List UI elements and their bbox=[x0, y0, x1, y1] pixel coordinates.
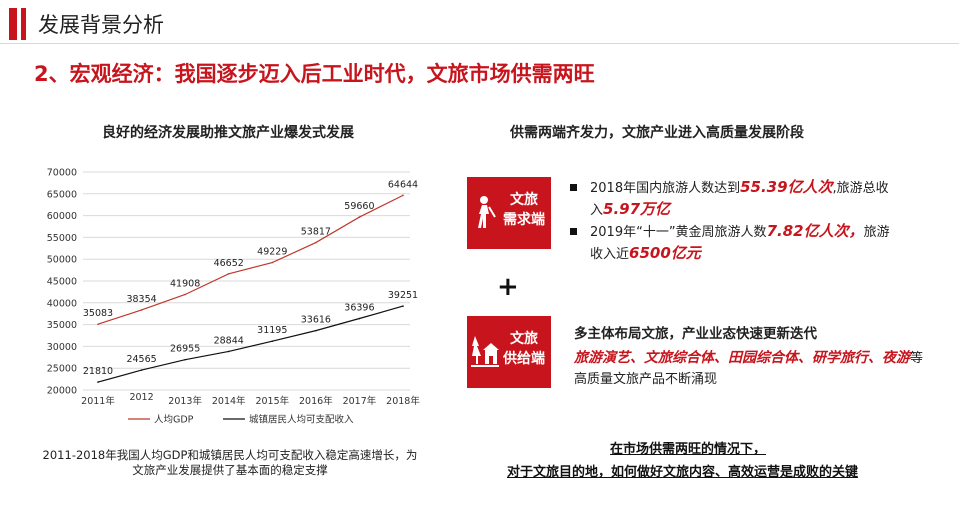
y-tick-label: 60000 bbox=[47, 211, 77, 222]
y-tick-label: 35000 bbox=[47, 320, 77, 331]
data-label: 35083 bbox=[83, 308, 113, 319]
demand-badge-line2: 需求端 bbox=[503, 212, 545, 228]
x-tick-label: 2013年 bbox=[168, 395, 202, 407]
data-point bbox=[227, 350, 230, 353]
right-section-title: 供需两端齐发力，文旅产业进入高质量发展阶段 bbox=[510, 125, 804, 141]
x-tick-label: 2011年 bbox=[81, 395, 115, 407]
data-point bbox=[97, 381, 99, 383]
y-tick-label: 50000 bbox=[47, 255, 77, 266]
header-accent-bar bbox=[9, 8, 17, 40]
header-accent-bar-thin bbox=[21, 8, 26, 40]
data-label: 28844 bbox=[214, 335, 244, 346]
scenic-house-icon bbox=[471, 334, 499, 372]
data-label: 59660 bbox=[344, 201, 374, 212]
supply-badge-line1: 文旅 bbox=[510, 331, 538, 347]
y-tick-label: 30000 bbox=[47, 342, 77, 353]
data-label: 38354 bbox=[126, 294, 156, 305]
supply-title: 多主体布局文旅，产业业态快速更新迭代 bbox=[574, 326, 817, 342]
supply-highlight: 旅游演艺、文旅综合体、田园综合体、研学旅行、夜游 bbox=[574, 350, 910, 366]
legend-label: 人均GDP bbox=[154, 414, 194, 426]
y-tick-label: 40000 bbox=[47, 298, 77, 309]
data-label: 49229 bbox=[257, 247, 287, 258]
chart-title: 良好的经济发展助推文旅产业爆发式发展 bbox=[102, 125, 354, 141]
demand-bullets: 2018年国内旅游人数达到55.39亿人次,旅游总收入5.97万亿 2019年“… bbox=[568, 177, 898, 265]
data-label: 46652 bbox=[214, 258, 244, 269]
tourist-walking-icon bbox=[471, 195, 497, 233]
plus-sign: + bbox=[497, 272, 519, 302]
y-tick-label: 45000 bbox=[47, 277, 77, 288]
series-line bbox=[97, 194, 404, 325]
data-label: 33616 bbox=[301, 315, 331, 326]
data-label: 41908 bbox=[170, 278, 200, 289]
series-line bbox=[97, 305, 404, 383]
data-label: 26955 bbox=[170, 344, 200, 355]
data-point bbox=[402, 194, 404, 197]
data-label: 31195 bbox=[257, 325, 287, 336]
page-title: 发展背景分析 bbox=[38, 13, 164, 37]
y-tick-label: 70000 bbox=[47, 168, 77, 179]
x-tick-label: 2016年 bbox=[299, 395, 333, 407]
data-point bbox=[140, 309, 143, 311]
y-tick-label: 20000 bbox=[47, 386, 77, 397]
data-point bbox=[184, 293, 186, 296]
x-tick-label: 2017年 bbox=[343, 395, 377, 407]
x-tick-label: 2015年 bbox=[255, 395, 289, 407]
list-item: 2018年国内旅游人数达到55.39亿人次,旅游总收入5.97万亿 bbox=[568, 177, 898, 221]
data-point bbox=[271, 261, 274, 264]
data-label: 39251 bbox=[388, 290, 418, 301]
conclusion-line-2: 对于文旅目的地，如何做好文旅内容、高效运营是成败的关键 bbox=[507, 465, 859, 480]
supply-badge-line2: 供给端 bbox=[503, 351, 545, 367]
data-point bbox=[227, 272, 230, 275]
data-point bbox=[402, 305, 404, 307]
data-point bbox=[97, 323, 99, 326]
data-point bbox=[315, 241, 317, 244]
data-label: 36396 bbox=[344, 303, 374, 314]
y-tick-label: 65000 bbox=[47, 189, 77, 200]
section-subtitle: 2、宏观经济：我国逐步迈入后工业时代，文旅市场供需两旺 bbox=[34, 62, 595, 86]
data-point bbox=[184, 358, 186, 361]
y-tick-label: 25000 bbox=[47, 364, 77, 375]
y-tick-label: 55000 bbox=[47, 233, 77, 244]
data-point bbox=[358, 216, 361, 218]
data-label: 21810 bbox=[83, 366, 113, 377]
x-tick-label: 2018年 bbox=[386, 395, 420, 407]
supply-side-badge: 文旅 供给端 bbox=[467, 316, 551, 388]
demand-side-badge: 文旅 需求端 bbox=[467, 177, 551, 249]
data-point bbox=[315, 329, 317, 332]
conclusion-line-1: 在市场供需两旺的情况下， bbox=[610, 442, 767, 457]
data-point bbox=[271, 340, 274, 342]
chart-caption: 2011-2018年我国人均GDP和城镇居民人均可支配收入稳定高速增长，为文旅产… bbox=[42, 448, 418, 477]
data-label: 64644 bbox=[388, 179, 418, 190]
x-tick-label: 2014年 bbox=[212, 395, 246, 407]
legend-label: 城镇居民人均可支配收入 bbox=[249, 414, 354, 426]
x-tick-label: 2012 bbox=[129, 392, 153, 403]
supply-description: 旅游演艺、文旅综合体、田园综合体、研学旅行、夜游等高质量文旅产品不断涌现 bbox=[574, 348, 934, 390]
supply-rest: 等高质量文旅产品不断涌现 bbox=[574, 351, 924, 387]
data-point bbox=[358, 317, 361, 320]
list-item: 2019年“十一”黄金周旅游人数7.82亿人次，旅游收入近6500亿元 bbox=[568, 221, 898, 265]
header-divider bbox=[0, 43, 959, 44]
data-point bbox=[140, 369, 143, 371]
bullet-square-icon bbox=[570, 184, 577, 191]
data-label: 24565 bbox=[126, 354, 156, 365]
bullet-square-icon bbox=[570, 228, 577, 235]
data-label: 53817 bbox=[301, 227, 331, 238]
demand-badge-line1: 文旅 bbox=[510, 192, 538, 208]
